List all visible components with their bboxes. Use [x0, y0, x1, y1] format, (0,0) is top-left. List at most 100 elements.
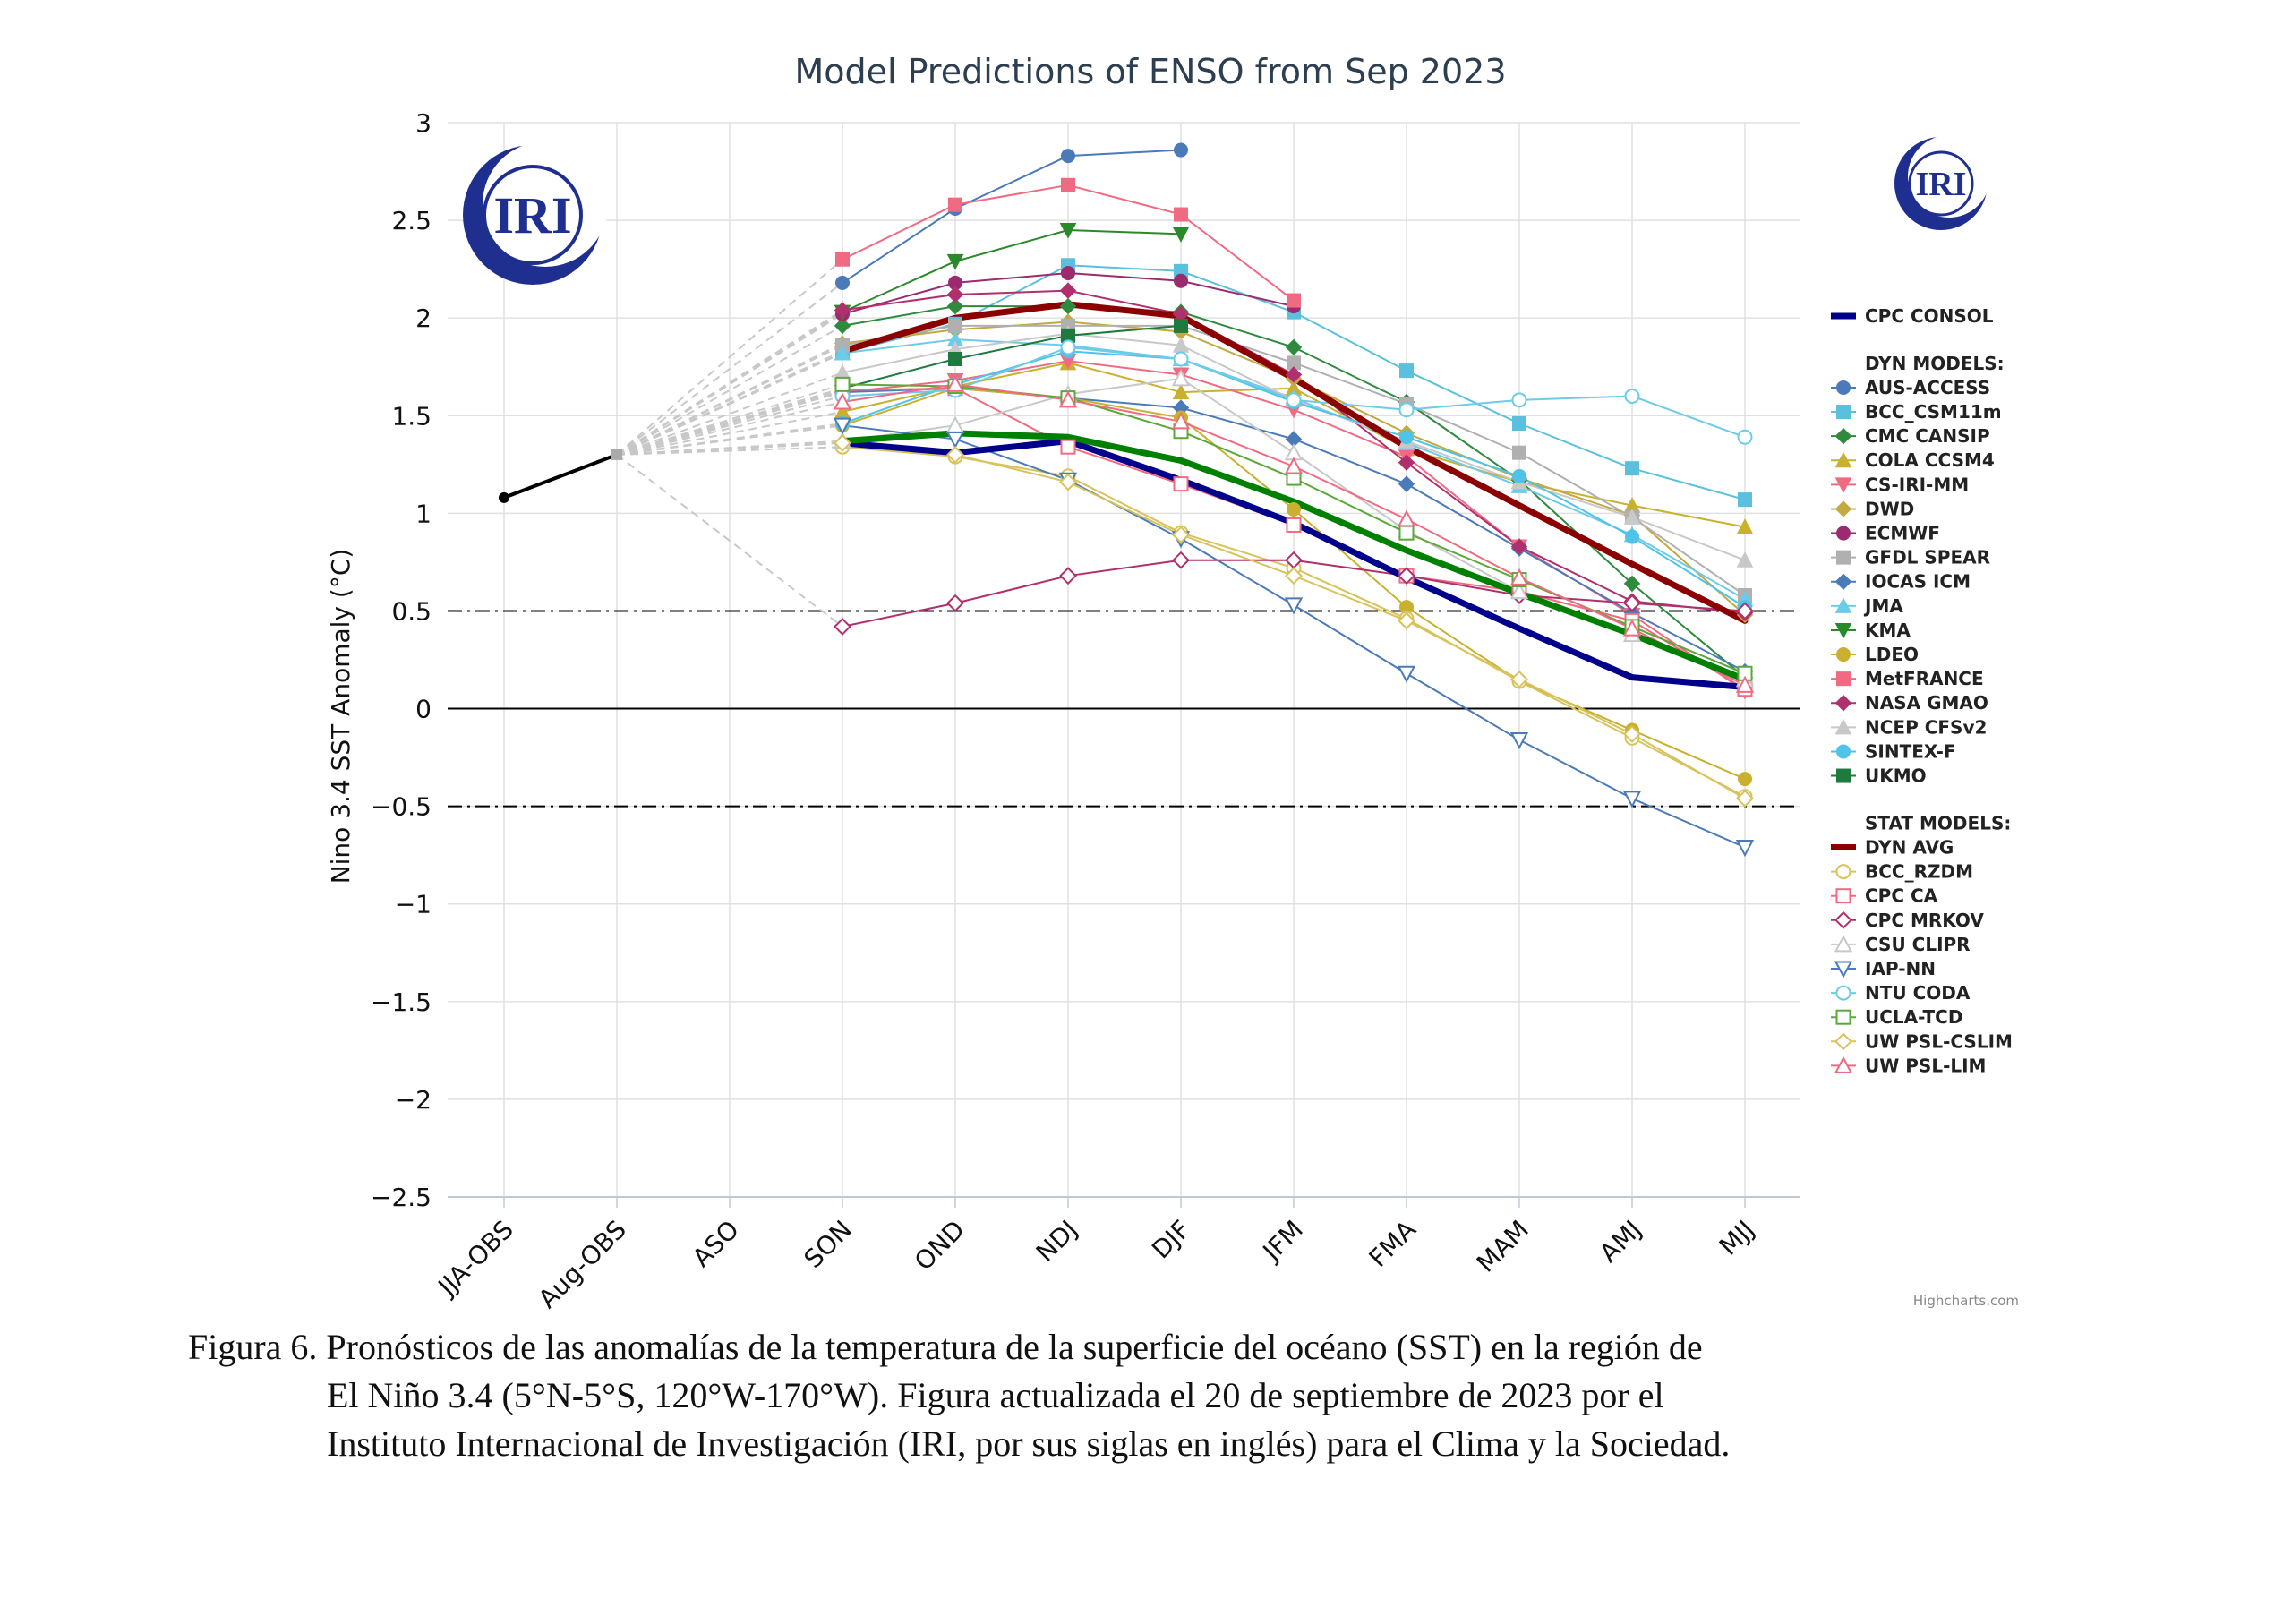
legend-item-ncep-cfsv2[interactable]: NCEP CFSv2	[1831, 716, 1987, 738]
marker-iap-nn	[1622, 791, 1642, 808]
marker-uw-psl-cslim	[946, 445, 964, 464]
marker-aus-access	[835, 275, 850, 290]
legend-item-kma[interactable]: KMA	[1831, 620, 1911, 641]
legend-marker	[1836, 380, 1851, 395]
marker-iocas-icm	[1398, 475, 1415, 492]
marker-uw-psl-cslim	[1172, 526, 1190, 544]
y-tick-label: 0	[415, 695, 432, 724]
legend-item-ldeo[interactable]: LDEO	[1831, 644, 1919, 665]
marker-aus-access	[1174, 142, 1188, 158]
legend-item-nasa-gmao[interactable]: NASA GMAO	[1831, 692, 1988, 714]
y-tick-label: −2	[395, 1085, 432, 1115]
legend-marker	[1834, 961, 1853, 979]
legend-label: UW PSL-LIM	[1865, 1055, 1986, 1076]
legend-item-bcc-csm11m[interactable]: BCC_CSM11m	[1831, 401, 2002, 423]
legend-item-dyn-avg[interactable]: DYN AVG	[1831, 836, 1954, 858]
legend-item-ukmo[interactable]: UKMO	[1831, 765, 1927, 787]
legend-marker	[1836, 647, 1851, 662]
legend-item-csu-clipr[interactable]: CSU CLIPR	[1831, 934, 1971, 955]
y-tick-label: −2.5	[371, 1183, 432, 1212]
y-tick-label: 1.5	[391, 401, 432, 431]
marker-iap-nn	[833, 417, 852, 435]
legend-marker	[1834, 451, 1852, 468]
legend-item-dwd[interactable]: DWD	[1831, 498, 1914, 519]
marker-ntu-coda	[1511, 392, 1527, 408]
legend-item-jma[interactable]: JMA	[1831, 595, 1903, 617]
legend-item-cpc-consol[interactable]: CPC CONSOL	[1831, 305, 1994, 327]
legend-item-aus-access[interactable]: AUS-ACCESS	[1831, 377, 1990, 398]
marker-ntu-coda	[1286, 392, 1302, 408]
marker-uw-psl-lim	[1622, 619, 1642, 637]
legend-item-uw-psl-cslim[interactable]: UW PSL-CSLIM	[1831, 1030, 2013, 1052]
marker-cpc-mrkov	[1398, 567, 1415, 585]
marker-uw-psl-lim	[1058, 390, 1078, 408]
x-tick-label: NDJ	[1030, 1215, 1083, 1268]
legend-item-iocas-icm[interactable]: IOCAS ICM	[1831, 571, 1971, 593]
figure-caption: Figura 6. Pronósticos de las anomalías d…	[188, 1323, 2140, 1468]
legend-marker	[1834, 500, 1852, 517]
series-line-kma	[842, 229, 1182, 313]
legend-label: LDEO	[1865, 644, 1919, 665]
marker-csu-clipr	[1171, 369, 1191, 387]
marker-cola-ccsm4	[1736, 518, 1754, 534]
x-tick-label: AMJ	[1594, 1215, 1647, 1269]
caption-line-1: Figura 6. Pronósticos de las anomalías d…	[188, 1327, 1703, 1367]
legend-label: JMA	[1863, 595, 1903, 617]
legend-marker	[1836, 526, 1851, 541]
legend-item-sintex-f[interactable]: SINTEX-F	[1831, 740, 1956, 762]
marker-metfrance	[1287, 293, 1301, 308]
marker-cpc-mrkov	[1059, 567, 1077, 585]
connector-cola-ccsm4	[616, 410, 843, 456]
legend-marker	[1834, 695, 1852, 712]
legend[interactable]: CPC CONSOL DYN MODELS: AUS-ACCESS BCC_CSM11…	[1831, 305, 2013, 1076]
marker-ucla-tcd	[1398, 525, 1415, 541]
legend-item-iap-nn[interactable]: IAP-NN	[1831, 958, 1936, 979]
marker-cpc-mrkov	[1623, 594, 1641, 612]
marker-bcc-csm11m	[1399, 363, 1414, 379]
legend-marker	[1834, 910, 1852, 929]
series-lines	[503, 149, 1749, 849]
y-tick-label: 3	[415, 108, 432, 138]
legend-item-ntu-coda[interactable]: NTU CODA	[1831, 982, 1971, 1004]
marker-kma	[1059, 223, 1077, 239]
marker-cpc-mrkov	[834, 617, 851, 636]
connector-metfrance	[616, 258, 843, 456]
marker-uw-psl-lim	[1509, 568, 1529, 585]
legend-item-cmc-cansip[interactable]: CMC CANSIP	[1831, 425, 1990, 447]
connector-sintex-f	[616, 423, 843, 456]
marker-uw-psl-lim	[1397, 509, 1416, 527]
chart-title: Model Predictions of ENSO from Sep 2023	[795, 52, 1507, 91]
connector-stat-avg	[616, 440, 843, 456]
legend-item-gfdl-spear[interactable]: GFDL SPEAR	[1831, 547, 1990, 568]
connector-lines	[616, 258, 843, 628]
legend-label: DYN AVG	[1865, 836, 1954, 858]
marker-ntu-coda	[1624, 388, 1640, 404]
legend-item-cs-iri-mm[interactable]: CS-IRI-MM	[1831, 474, 1969, 495]
legend-item-bcc-rzdm[interactable]: BCC_RZDM	[1831, 861, 1973, 883]
legend-item-cpc-ca[interactable]: CPC CA	[1831, 885, 1938, 907]
legend-marker	[1834, 935, 1853, 953]
legend-label: CSU CLIPR	[1865, 934, 1971, 955]
highcharts-credit[interactable]: Highcharts.com	[1913, 1293, 2019, 1309]
legend-item-ucla-tcd[interactable]: UCLA-TCD	[1831, 1006, 1962, 1028]
x-tick-label: OND	[909, 1215, 970, 1277]
marker-cmc-cansip	[834, 317, 851, 335]
observed-marker	[499, 491, 509, 503]
legend-marker	[1834, 622, 1852, 639]
marker-ucla-tcd	[834, 376, 851, 392]
marker-gfdl-spear	[948, 318, 962, 333]
legend-item-cpc-mrkov[interactable]: CPC MRKOV	[1831, 910, 1984, 931]
marker-uw-psl-lim	[1284, 457, 1304, 474]
series-line-aus-access	[842, 149, 1182, 284]
marker-nasa-gmao	[946, 286, 964, 303]
marker-ntu-coda	[1060, 339, 1076, 355]
marker-nasa-gmao	[834, 302, 851, 319]
legend-item-cola-ccsm4[interactable]: COLA CCSM4	[1831, 449, 1995, 471]
legend-label: CMC CANSIP	[1865, 425, 1990, 447]
marker-iap-nn	[945, 431, 965, 449]
legend-marker	[1834, 573, 1852, 590]
legend-item-metfrance[interactable]: MetFRANCE	[1831, 668, 1984, 689]
marker-ntu-coda	[1398, 402, 1415, 418]
legend-item-ecmwf[interactable]: ECMWF	[1831, 523, 1940, 544]
legend-item-uw-psl-lim[interactable]: UW PSL-LIM	[1831, 1055, 1986, 1076]
